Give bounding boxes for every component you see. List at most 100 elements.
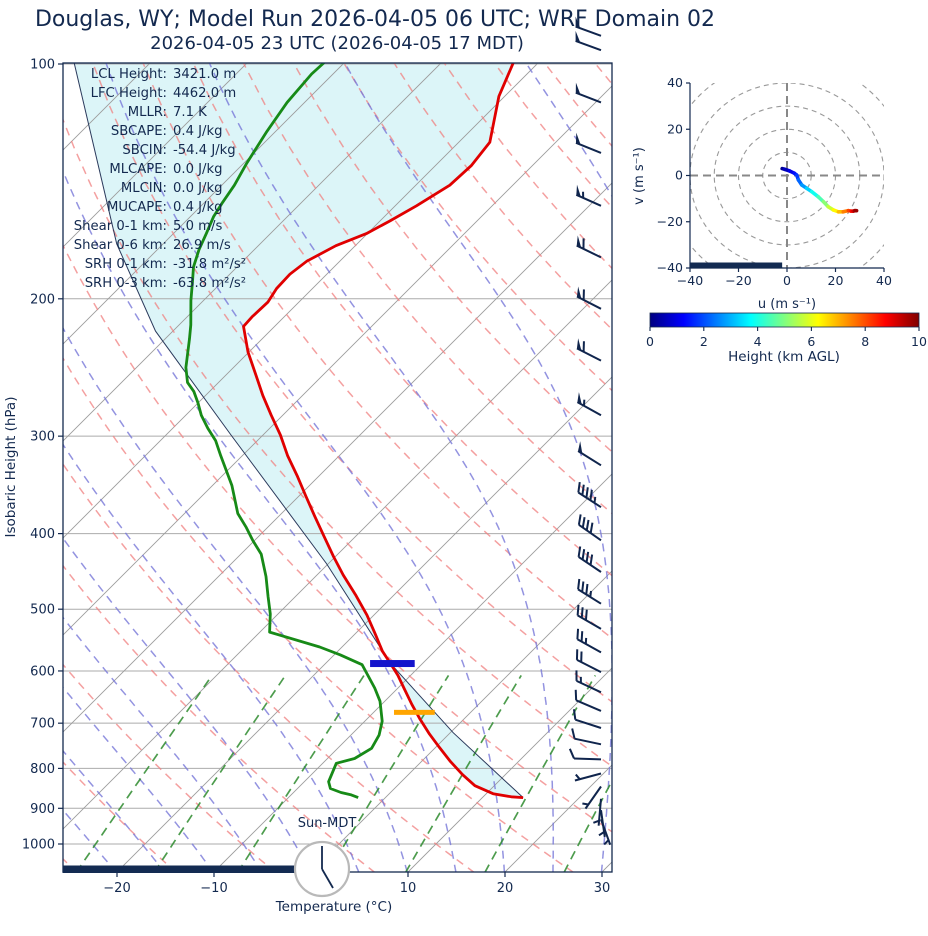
wind-barb <box>576 392 602 417</box>
wind-barb <box>582 785 602 810</box>
stat-label: Shear 0-6 km: <box>74 238 167 253</box>
isotherm-line <box>504 764 612 872</box>
pressure-tick-label: 100 <box>30 58 55 73</box>
pressure-tick-label: 500 <box>30 603 55 618</box>
wind-barb <box>574 772 602 782</box>
stat-label: SBCIN: <box>122 143 167 158</box>
dry-adiabat-line <box>543 63 612 148</box>
stat-value: 5.0 m/s <box>173 219 222 234</box>
colorbar-tick-label: 6 <box>807 334 815 349</box>
skewt-profile-curves <box>73 63 524 799</box>
wind-barb <box>576 628 602 654</box>
moist-adiabat-line <box>525 63 612 198</box>
hodo-y-tick-label: 40 <box>667 75 683 90</box>
dewpoint-curve <box>184 63 384 799</box>
stat-value: -31.8 m²/s² <box>173 257 246 272</box>
wind-barb <box>577 546 602 573</box>
pressure-tick-label: 200 <box>30 292 55 307</box>
wind-barb <box>577 481 602 509</box>
wind-barb <box>593 798 602 826</box>
moist-adiabat-line <box>63 443 360 872</box>
pressure-tick-label: 700 <box>30 717 55 732</box>
pressure-tick-label: 900 <box>30 802 55 817</box>
wind-barb <box>575 184 602 207</box>
lcl-level-marker <box>370 660 415 668</box>
stat-label: LFC Height: <box>91 86 167 101</box>
hodo-y-tick-label: −20 <box>657 214 683 229</box>
colorbar-gradient <box>649 312 920 328</box>
pressure-tick-label: 400 <box>30 527 55 542</box>
isotherm-line <box>310 570 612 872</box>
dry-adiabat-line <box>640 57 928 872</box>
stat-label: MLLR: <box>128 105 167 120</box>
dry-adiabat-line <box>63 564 376 872</box>
pressure-tick-label: 600 <box>30 664 55 679</box>
hodo-y-tick-label: −40 <box>657 260 683 275</box>
stat-label: Shear 0-1 km: <box>74 219 167 234</box>
dry-adiabat-line <box>192 63 612 577</box>
moist-adiabat-line <box>63 686 214 872</box>
isotherm-line <box>63 63 442 442</box>
wind-barb <box>577 578 602 605</box>
moist-adiabat-line <box>105 63 506 872</box>
mixing-ratio-line <box>75 674 213 872</box>
hodograph-x-label: u (m s⁻¹) <box>758 297 816 312</box>
dry-adiabat-line <box>91 63 612 703</box>
clock-hour-hand <box>321 868 334 889</box>
stat-label: SRH 0-1 km: <box>85 257 167 272</box>
wind-barb <box>574 689 602 712</box>
wind-barb <box>576 235 602 259</box>
hodo-y-tick-label: 20 <box>667 121 683 136</box>
wind-barb <box>572 709 602 729</box>
stat-value: 0.0 J/kg <box>173 162 223 177</box>
dry-adiabat-line <box>242 63 612 515</box>
wind-barb-column <box>568 16 612 846</box>
dry-adiabat-line <box>690 57 928 872</box>
pressure-tick-label: 800 <box>30 762 55 777</box>
isotherm-line <box>63 182 612 733</box>
stat-label: MUCAPE: <box>107 200 167 215</box>
wind-barb <box>576 338 602 362</box>
parcel-trace-line <box>73 63 524 798</box>
mixing-ratio-line <box>153 674 287 872</box>
stat-value: 0.0 J/kg <box>173 181 223 196</box>
dry-adiabat-line <box>292 63 612 453</box>
isotherm-line <box>63 279 612 830</box>
moist-adiabat-line <box>63 809 117 872</box>
stat-value: 26.9 m/s <box>173 238 231 253</box>
wind-barb <box>568 748 602 761</box>
mixing-ratio-line <box>484 674 597 872</box>
dry-adiabat-line <box>493 63 612 209</box>
wind-barb <box>577 441 602 467</box>
pressure-axis-label: Isobaric Height (hPa) <box>3 397 19 538</box>
hodo-x-tick-label: −40 <box>677 273 703 288</box>
wind-barb <box>600 819 612 846</box>
sun-mdt-label: Sun-MDT <box>298 816 357 831</box>
isotherm-line <box>63 63 248 248</box>
wind-barb <box>576 286 602 310</box>
temperature-tick-label: 30 <box>594 881 611 896</box>
aux-level-marker <box>394 709 435 715</box>
mixing-ratio-line <box>630 675 731 872</box>
colorbar-label: Height (km AGL) <box>728 349 840 365</box>
stat-label: MLCIN: <box>121 181 167 196</box>
mixing-ratio-line <box>404 674 522 872</box>
hodograph-panel: −40−40 −20 −20 0 0 20 20 40 40 <box>657 75 892 288</box>
colorbar-tick-label: 2 <box>700 334 708 349</box>
figure-title: Douglas, WY; Model Run 2026-04-05 06 UTC… <box>35 7 715 32</box>
wind-barb <box>571 728 602 746</box>
temperature-tick-label: −10 <box>200 881 227 896</box>
stat-label: MLCAPE: <box>109 162 167 177</box>
dry-adiabat-line <box>443 63 612 270</box>
stat-value: 7.1 K <box>173 105 207 120</box>
temperature-tick-label: −20 <box>103 881 130 896</box>
moist-adiabat-line <box>63 536 311 872</box>
isotherm-line <box>407 667 612 872</box>
hodo-x-tick-label: 20 <box>828 273 844 288</box>
wind-barb <box>575 132 602 154</box>
dry-adiabat-line <box>63 356 575 872</box>
hodo-x-tick-label: 40 <box>876 273 892 288</box>
stat-value: -63.8 m²/s² <box>173 276 246 291</box>
isotherm-line <box>116 376 612 872</box>
dry-adiabat-line <box>63 663 277 872</box>
